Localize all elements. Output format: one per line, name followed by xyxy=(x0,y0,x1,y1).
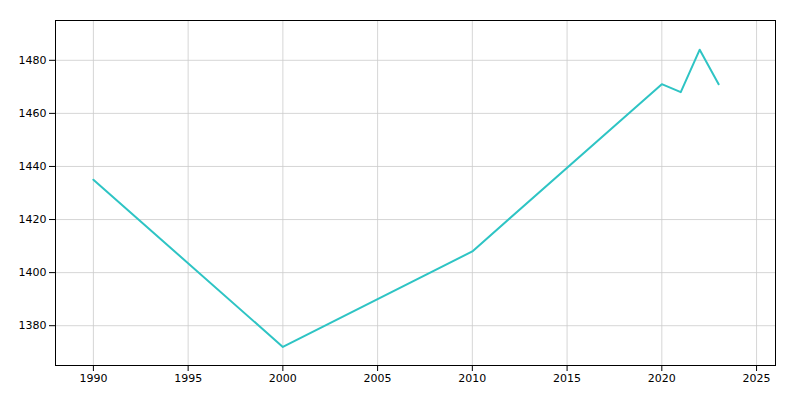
svg-text:2005: 2005 xyxy=(364,372,392,385)
svg-text:2000: 2000 xyxy=(269,372,297,385)
svg-text:1420: 1420 xyxy=(19,213,47,226)
svg-text:1990: 1990 xyxy=(79,372,107,385)
svg-text:1995: 1995 xyxy=(174,372,202,385)
svg-text:1460: 1460 xyxy=(19,107,47,120)
svg-text:1400: 1400 xyxy=(19,266,47,279)
svg-text:1380: 1380 xyxy=(19,319,47,332)
svg-text:2015: 2015 xyxy=(553,372,581,385)
svg-text:2025: 2025 xyxy=(743,372,771,385)
svg-text:2020: 2020 xyxy=(648,372,676,385)
svg-text:1440: 1440 xyxy=(19,160,47,173)
svg-text:2010: 2010 xyxy=(458,372,486,385)
svg-text:1480: 1480 xyxy=(19,54,47,67)
